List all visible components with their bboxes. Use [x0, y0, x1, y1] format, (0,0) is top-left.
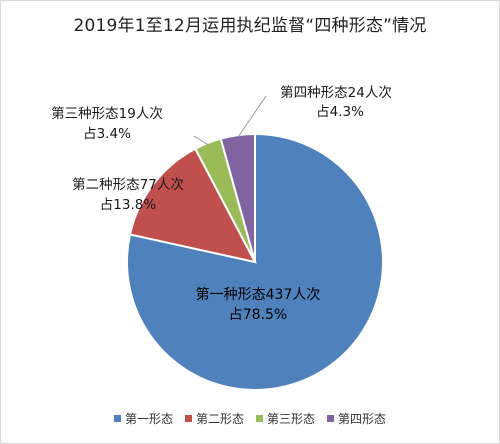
legend-item-third: 第三形态	[256, 410, 315, 427]
chart-legend: 第一形态 第二形态 第三形态 第四形态	[0, 410, 500, 427]
data-label-third-line2: 占3.4%	[83, 126, 131, 142]
data-label-fourth-line2: 占4.3%	[316, 104, 364, 120]
data-label-first-line2: 占78.5%	[229, 307, 287, 323]
data-label-fourth: 第四种形态24人次 占4.3%	[280, 84, 392, 120]
pie-slice-second	[128, 147, 257, 264]
data-label-second: 第二种形态77人次 占13.8%	[72, 176, 184, 213]
legend-swatch-second	[184, 415, 192, 422]
legend-swatch-first	[113, 415, 121, 422]
chart-title: 2019年1至12月运用执纪监督“四种形态”情况	[73, 16, 427, 36]
data-label-second-line2: 占13.8%	[100, 197, 157, 213]
pie-slices	[126, 132, 384, 391]
leader-line-fourth	[237, 95, 267, 138]
legend-swatch-third	[256, 415, 263, 422]
data-label-second-line1: 第二种形态77人次	[72, 176, 184, 193]
pie-slice-fourth	[219, 132, 256, 263]
legend-label-second: 第二形态	[195, 412, 244, 426]
leader-lines	[193, 95, 267, 146]
pie-slice-first	[126, 132, 384, 391]
data-label-fourth-line1: 第四种形态24人次	[280, 84, 392, 101]
legend-label-first: 第一形态	[124, 412, 173, 426]
data-label-third: 第三种形态19人次 占3.4%	[51, 105, 163, 142]
leader-line-third	[193, 135, 209, 146]
data-label-first: 第一种形态437人次 占78.5%	[196, 286, 321, 323]
data-label-first-line1: 第一种形态437人次	[196, 286, 321, 303]
legend-item-fourth: 第四形态	[327, 410, 386, 427]
data-label-third-line1: 第三种形态19人次	[51, 105, 163, 122]
legend-swatch-fourth	[327, 415, 335, 422]
legend-item-first: 第一形态	[113, 410, 173, 427]
legend-item-second: 第二形态	[184, 410, 244, 427]
legend-label-fourth: 第四形态	[338, 412, 387, 426]
legend-label-third: 第三形态	[267, 412, 316, 426]
